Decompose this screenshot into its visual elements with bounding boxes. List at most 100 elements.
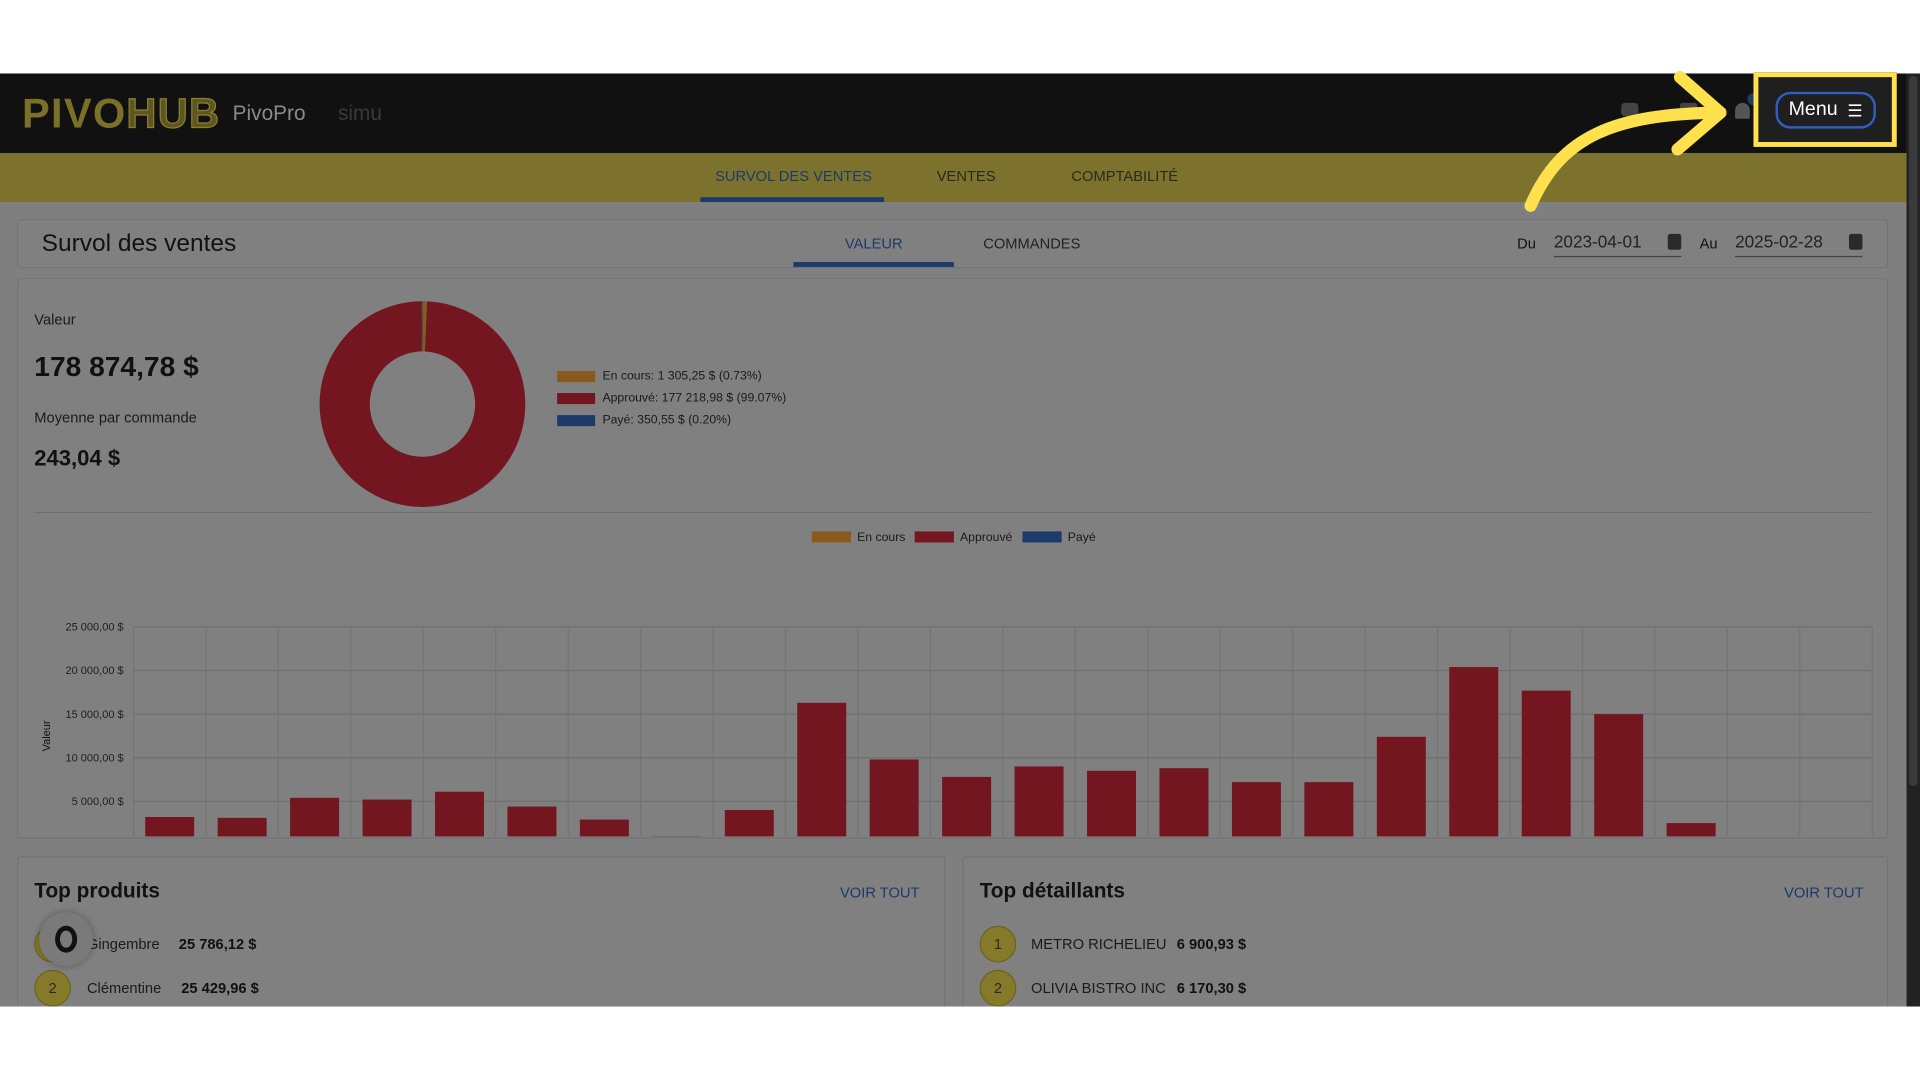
scrollbar[interactable]: [1906, 73, 1920, 1007]
y-axis-title: Valeur: [41, 720, 53, 751]
bar-Approuvé-juil. 2024[interactable]: [1231, 782, 1281, 837]
retailer-name[interactable]: METRO RICHELIEU: [1031, 935, 1167, 953]
tab-valeur[interactable]: VALEUR: [844, 235, 903, 253]
value-label: Valeur: [34, 311, 76, 329]
rank-badge: 2: [34, 969, 72, 1007]
bell-icon[interactable]: [1735, 102, 1750, 119]
legend-swatch: [811, 531, 852, 543]
product-value: 25 786,12 $: [178, 935, 257, 953]
calendar-icon[interactable]: [1667, 233, 1682, 250]
retailer-value: 6 900,93 $: [1176, 935, 1247, 953]
tab-commandes[interactable]: COMMANDES: [983, 235, 1081, 253]
donut-slice-Approuvé[interactable]: [319, 301, 526, 507]
y-tick-label: 15 000,00 $: [65, 709, 123, 721]
bar-Approuvé-juin 2023[interactable]: [290, 797, 340, 837]
bar-Approuvé-juil. 2023[interactable]: [362, 799, 412, 837]
heart-icon[interactable]: [1621, 102, 1639, 117]
donut-legend: En cours: 1 305,25 $ (0.73%) Approuvé: 17…: [557, 365, 786, 431]
see-all-retailers-link[interactable]: VOIR TOUT: [1784, 884, 1864, 902]
active-tab-indicator: [793, 262, 954, 267]
bar-Approuvé-avr. 2023[interactable]: [145, 816, 195, 837]
top-products-card: Top produits VOIR TOUT 1 Gingembre 25 78…: [17, 855, 946, 1007]
bar-Approuvé-déc. 2024[interactable]: [1594, 714, 1644, 837]
tab-comptabilite[interactable]: COMPTABILITÉ: [1071, 167, 1179, 185]
sales-overview-card: Valeur 178 874,78 $ Moyenne par commande…: [17, 277, 1889, 839]
menu-label: Menu: [1788, 99, 1838, 121]
donut-slice-En cours[interactable]: [422, 301, 428, 352]
bar-Approuvé-avr. 2024[interactable]: [1014, 766, 1064, 837]
legend-label[interactable]: En cours: [857, 530, 905, 544]
product-name[interactable]: Gingembre: [86, 935, 160, 953]
tab-ventes[interactable]: VENTES: [936, 167, 996, 185]
sub-navigation: SURVOL DES VENTES VENTES COMPTABILITÉ: [0, 153, 1907, 203]
bar-Approuvé-août 2024[interactable]: [1304, 782, 1354, 837]
bar-Approuvé-mai 2024[interactable]: [1087, 770, 1137, 837]
bar-Approuvé-sept. 2023[interactable]: [507, 806, 557, 837]
legend-label[interactable]: Approuvé: [960, 530, 1013, 544]
active-tab-indicator: [700, 197, 885, 203]
logo-text-b: HUB: [126, 90, 221, 138]
to-date-input[interactable]: 2025-02-28: [1735, 231, 1863, 258]
donut-chart: [319, 301, 526, 507]
pivohub-logo[interactable]: PIVOHUB: [22, 90, 221, 139]
donut-legend-item[interactable]: Approuvé: 177 218,98 $ (99.07%): [557, 387, 786, 409]
legend-label[interactable]: Payé: [1068, 530, 1096, 544]
product-name[interactable]: Clémentine: [86, 979, 162, 997]
menu-button[interactable]: Menu ☰: [1775, 91, 1876, 129]
hamburger-icon: ☰: [1847, 99, 1863, 120]
divider: [34, 511, 1872, 514]
legend-label: Approuvé: 177 218,98 $ (99.07%): [602, 391, 787, 405]
scrollbar-thumb[interactable]: [1908, 75, 1918, 787]
page-title: Survol des ventes: [41, 230, 237, 258]
bar-Approuvé-déc. 2023[interactable]: [724, 810, 774, 837]
bar-Approuvé-août 2023[interactable]: [435, 791, 484, 837]
average-label: Moyenne par commande: [34, 408, 197, 427]
bar-Approuvé-mars 2024[interactable]: [942, 776, 992, 837]
y-tick-label: 10 000,00 $: [65, 752, 123, 764]
page-header-card: Survol des ventes VALEUR COMMANDES Du 20…: [17, 219, 1889, 269]
see-all-products-link[interactable]: VOIR TOUT: [840, 884, 920, 902]
bar-Approuvé-nov. 2024[interactable]: [1521, 690, 1571, 837]
bar-Approuvé-juin 2024[interactable]: [1159, 768, 1209, 837]
donut-slice-Payé[interactable]: [421, 301, 423, 352]
legend-swatch: [557, 370, 596, 382]
logo-text-a: PIVO: [22, 90, 127, 138]
top-retailers-title: Top détaillants: [979, 879, 1125, 903]
workspace-name[interactable]: simu: [337, 101, 382, 125]
retailer-name[interactable]: OLIVIA BISTRO INC: [1031, 979, 1166, 997]
legend-swatch: [1022, 531, 1062, 543]
bar-Approuvé-oct. 2023[interactable]: [579, 819, 629, 837]
total-value: 178 874,78 $: [34, 350, 199, 383]
rank-badge: 1: [979, 925, 1017, 963]
app: PIVOHUB PivoPro simu SURVOL DES VENTES V…: [0, 73, 1920, 1007]
from-date-input[interactable]: 2023-04-01: [1553, 231, 1682, 258]
tab-survol-des-ventes[interactable]: SURVOL DES VENTES: [715, 167, 872, 185]
to-label: Au: [1699, 235, 1718, 253]
legend-label: En cours: 1 305,25 $ (0.73%): [602, 369, 762, 383]
calendar-icon[interactable]: [1848, 233, 1863, 250]
bar-Approuvé-févr. 2024[interactable]: [869, 759, 919, 837]
bar-Approuvé-janv. 2024[interactable]: [797, 702, 847, 837]
monthly-bar-chart: En coursApprouvéPayé0,00 $5 000,00 $10 0…: [41, 530, 1873, 837]
y-tick-label: 20 000,00 $: [65, 665, 123, 677]
product-value: 25 429,96 $: [181, 979, 259, 997]
legend-label: Payé: 350,55 $ (0.20%): [602, 413, 732, 427]
bar-Approuvé-mai 2023[interactable]: [217, 817, 267, 837]
legend-swatch: [557, 392, 596, 404]
donut-legend-item[interactable]: En cours: 1 305,25 $ (0.73%): [557, 365, 786, 387]
bar-Approuvé-oct. 2024[interactable]: [1449, 667, 1499, 837]
rank-badge: 2: [979, 969, 1017, 1007]
y-tick-label: 25 000,00 $: [65, 622, 123, 634]
y-tick-label: 5 000,00 $: [72, 796, 124, 808]
chat-widget-button[interactable]: [39, 912, 94, 967]
pointer-arrow-icon: [1524, 71, 1727, 212]
bar-Approuvé-janv. 2025[interactable]: [1666, 823, 1716, 837]
highlight-box: Menu ☰: [1753, 72, 1897, 147]
top-products-title: Top produits: [34, 879, 160, 903]
chat-icon: [55, 925, 78, 953]
bar-Approuvé-sept. 2024[interactable]: [1376, 736, 1426, 837]
donut-legend-item[interactable]: Payé: 350,55 $ (0.20%): [557, 409, 786, 431]
retailer-value: 6 170,30 $: [1176, 979, 1247, 997]
legend-swatch: [557, 414, 596, 426]
